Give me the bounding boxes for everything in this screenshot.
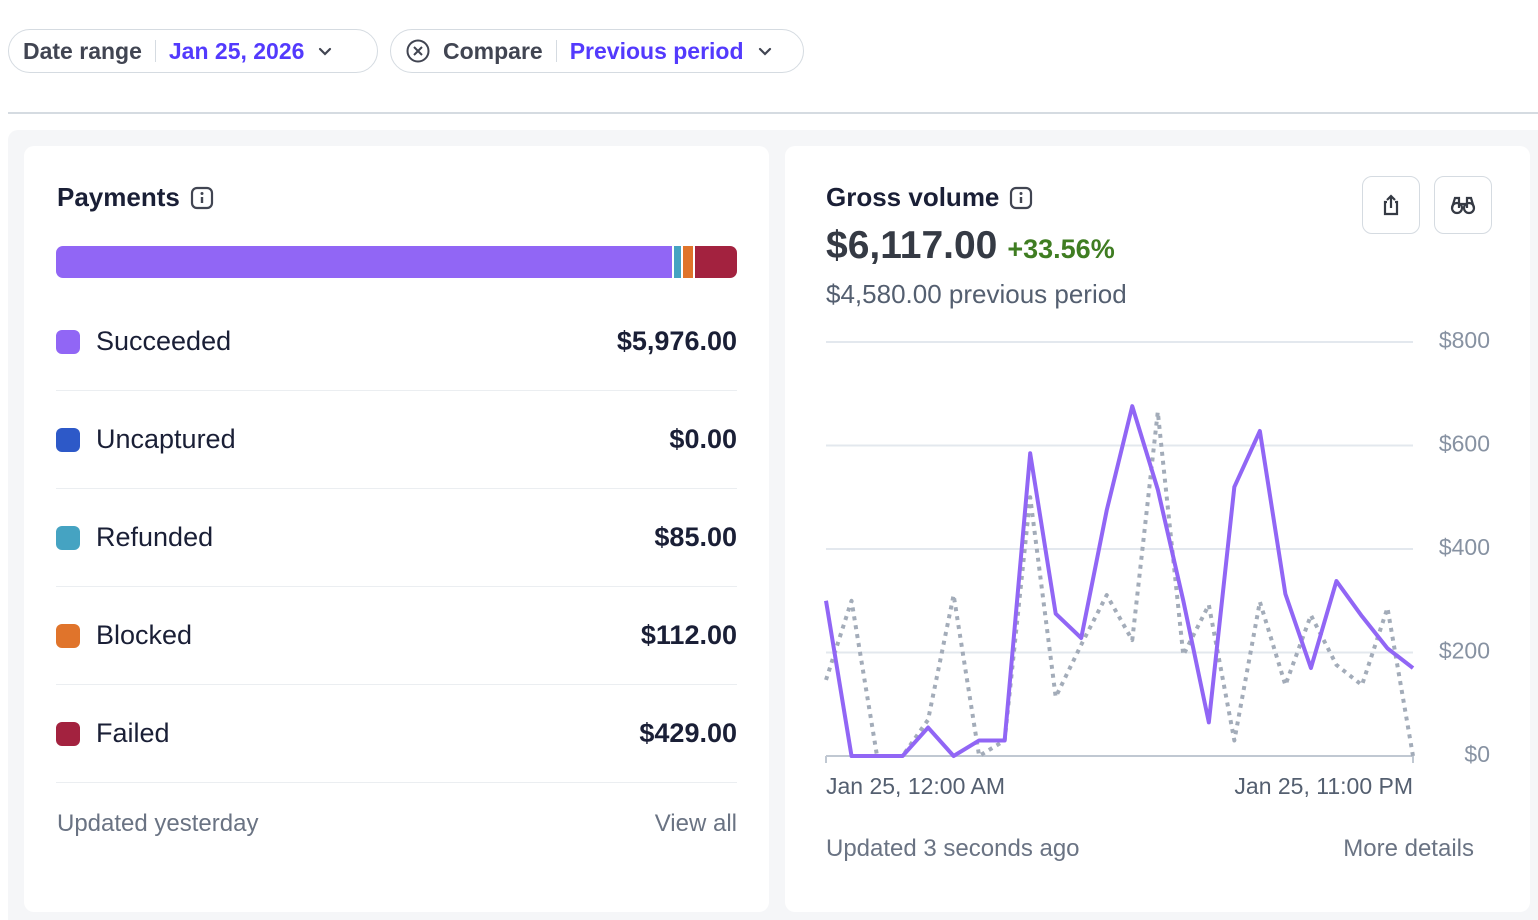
bar-segment [672,246,682,278]
filter-label: Compare [443,37,543,64]
row-name: Succeeded [96,326,232,356]
updated-text: Updated 3 seconds ago [826,835,1080,862]
bar-segment [681,246,693,278]
row-name: Failed [96,718,170,748]
change-percent: +33.56% [1007,234,1115,264]
payment-row: Succeeded $5,976.00 [56,293,737,391]
payment-row: Failed $429.00 [56,685,737,783]
bar-segment [56,246,673,278]
export-icon [1383,194,1399,216]
payment-row: Blocked $112.00 [56,587,737,685]
filter-label: Date range [23,37,142,64]
row-value: $429.00 [639,718,737,748]
info-icon[interactable] [190,186,214,210]
separator [8,112,1538,114]
payments-title: Payments [57,182,214,213]
row-name: Refunded [96,522,214,552]
row-value: $85.00 [654,522,737,552]
previous-amount: $4,580.00 previous period [826,279,1127,309]
filter-value: Jan 25, 2026 [168,37,305,64]
legend-swatch [56,525,80,550]
legend-swatch [56,623,80,648]
bar-segment [692,246,737,278]
divider [555,40,557,62]
card-title: Payments [57,182,180,212]
clear-icon[interactable] [405,38,431,64]
row-value: $5,976.00 [616,326,737,356]
date-range-filter[interactable]: Date range Jan 25, 2026 [8,29,378,73]
export-button[interactable] [1362,176,1420,234]
explore-button[interactable] [1434,176,1492,234]
binoculars-icon [1450,196,1476,215]
row-value: $112.00 [640,620,737,650]
row-name: Blocked [96,620,193,650]
total-amount: $6,117.00 [826,224,998,267]
chevron-icon [758,47,771,56]
legend-swatch [56,329,80,354]
total-line: $6,117.00 +33.56% [826,224,1115,268]
payments-bar [56,246,737,278]
legend-swatch [56,721,80,746]
updated-text: Updated yesterday [57,810,259,837]
compare-filter[interactable]: Compare Previous period [390,29,804,73]
row-value: $0.00 [669,424,737,454]
payment-row: Refunded $85.00 [56,489,737,587]
gross-volume-title: Gross volume [826,182,1033,213]
filter-value: Previous period [569,37,744,64]
chevron-icon [319,47,332,56]
row-name: Uncaptured [96,424,236,454]
legend-swatch [56,427,80,452]
card-title: Gross volume [826,182,1000,212]
info-icon[interactable] [1009,186,1033,210]
payment-row: Uncaptured $0.00 [56,391,737,489]
divider [154,40,156,62]
more-details-link[interactable]: More details [1343,835,1474,862]
view-all-link[interactable]: View all [654,810,737,837]
